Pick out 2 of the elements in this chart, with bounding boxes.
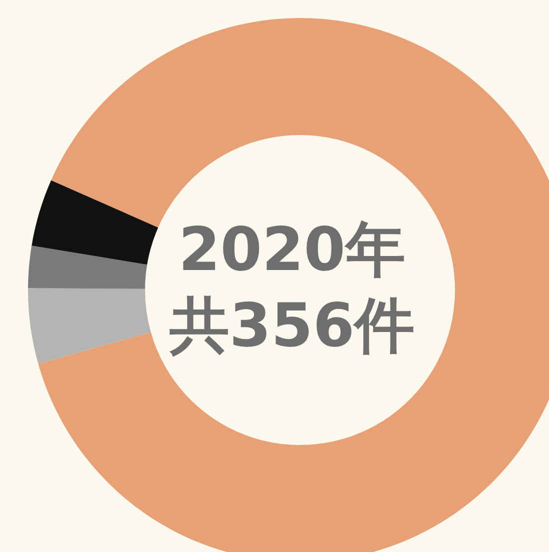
text: 共356件 xyxy=(168,291,415,361)
text: 2020年 xyxy=(178,215,406,285)
